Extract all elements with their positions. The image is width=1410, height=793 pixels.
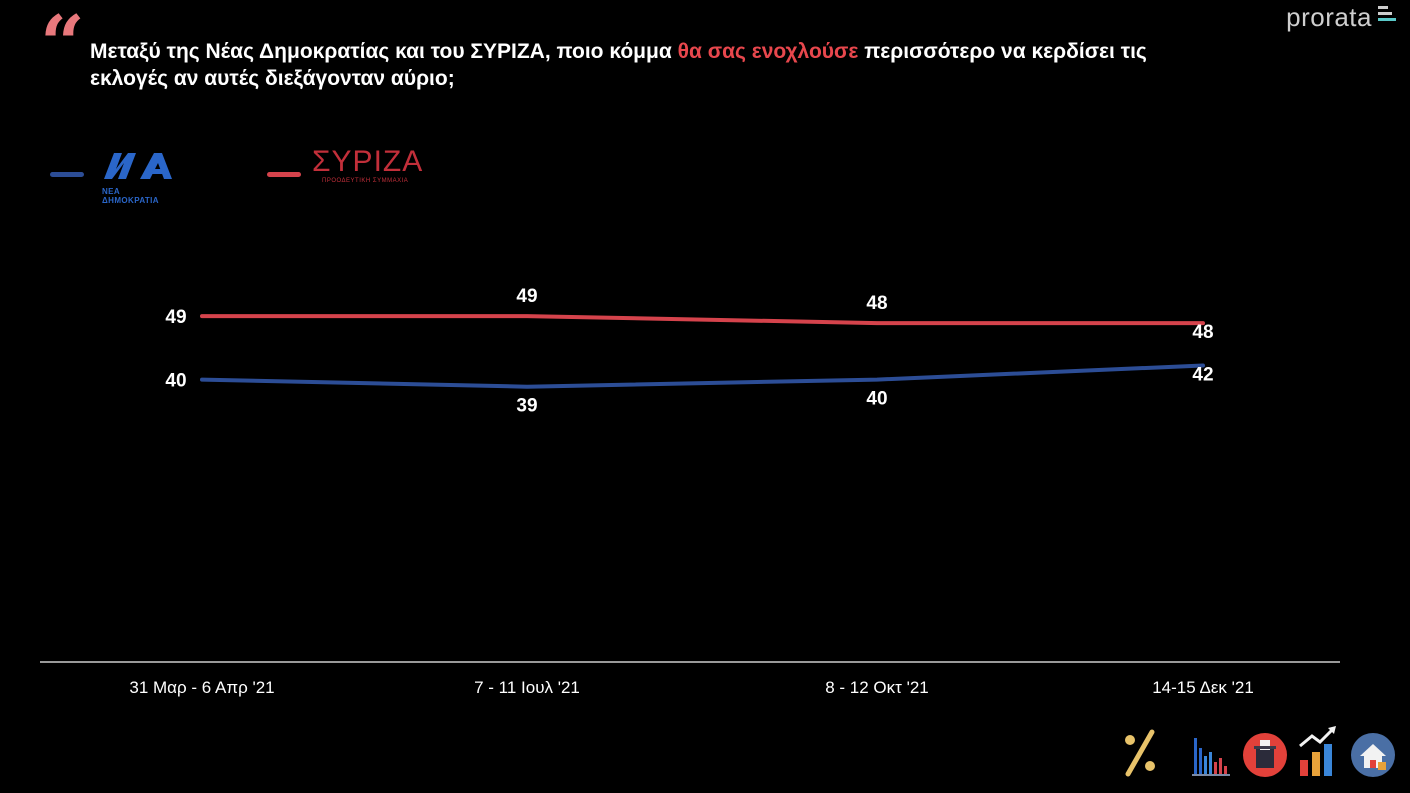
title-text-end: περισσότερο να κερδίσει τις εκλογές αν α… — [90, 40, 1147, 90]
growth-chart-icon — [1299, 726, 1336, 776]
quote-icon: “ — [40, 0, 85, 90]
legend-syriza-line — [267, 172, 301, 177]
series-line-nd — [200, 363, 1205, 389]
legend: ΝΕΑ ΔΗΜΟΚΡΑΤΙΑ ΣΥΡΙΖΑ ΠΡΟΟΔΕΥΤΙΚΗ ΣΥΜΜΑΧ… — [0, 140, 600, 205]
syriza-logo-text: ΣΥΡΙΖΑ — [312, 145, 424, 178]
title-text-start: Μεταξύ της Νέας Δημοκρατίας και του ΣΥΡΙ… — [90, 40, 678, 63]
x-tick-label: 14-15 Δεκ '21 — [1152, 678, 1254, 697]
data-label-syriza: 49 — [516, 286, 537, 307]
nd-logo: ΝΕΑ ΔΗΜΟΚΡΑΤΙΑ — [102, 149, 176, 205]
series-line-syriza — [200, 314, 1205, 326]
data-label-nd: 40 — [866, 389, 887, 410]
percent-icon — [1125, 729, 1155, 777]
x-tick-label: 31 Μαρ - 6 Απρ '21 — [129, 678, 274, 697]
nd-subtitle: ΝΕΑ ΔΗΜΟΚΡΑΤΙΑ — [102, 187, 159, 205]
data-label-syriza: 48 — [866, 293, 887, 314]
ballot-box-icon — [1243, 733, 1287, 777]
data-label-nd: 39 — [516, 396, 537, 417]
brand-logo: prorata — [1286, 2, 1372, 32]
data-label-syriza: 48 — [1192, 322, 1213, 343]
house-icon — [1351, 733, 1395, 777]
brand-bars-icon — [1378, 6, 1396, 28]
title-highlight: θα σας ενοχλούσε — [677, 40, 859, 63]
nd-logo-mark — [104, 153, 172, 179]
chart-title: Μεταξύ της Νέας Δημοκρατίας και του ΣΥΡΙ… — [90, 38, 1210, 92]
x-tick-label: 7 - 11 Ιουλ '21 — [474, 678, 580, 697]
bar-chart-icon — [1192, 738, 1230, 776]
data-label-syriza: 49 — [165, 307, 186, 328]
syriza-subtitle: ΠΡΟΟΔΕΥΤΙΚΗ ΣΥΜΜΑΧΙΑ — [322, 178, 409, 184]
syriza-logo: ΣΥΡΙΖΑ ΠΡΟΟΔΕΥΤΙΚΗ ΣΥΜΜΑΧΙΑ — [312, 145, 424, 185]
legend-nd-line — [50, 172, 84, 177]
x-tick-label: 8 - 12 Οκτ '21 — [825, 678, 929, 697]
data-label-nd: 42 — [1192, 364, 1213, 385]
data-label-nd: 40 — [165, 371, 186, 392]
footer-icons — [1118, 726, 1398, 782]
